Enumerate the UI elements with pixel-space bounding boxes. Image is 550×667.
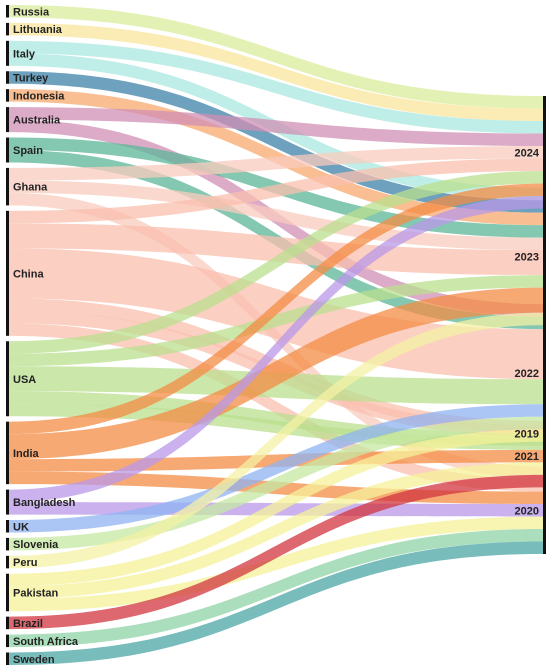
link-brazil-y2021[interactable] [9, 474, 543, 630]
node-ghana[interactable] [6, 167, 9, 206]
node-y2020[interactable] [543, 466, 546, 555]
label-bangladesh: Bangladesh [13, 497, 76, 509]
node-brazil[interactable] [6, 616, 9, 630]
node-lithuania[interactable] [6, 22, 9, 36]
label-italy: Italy [13, 48, 36, 60]
label-y2023: 2023 [515, 251, 539, 263]
label-uk: UK [13, 521, 29, 533]
label-lithuania: Lithuania [13, 24, 63, 36]
node-y2024[interactable] [543, 96, 546, 209]
link-india-y2023[interactable] [9, 287, 543, 460]
node-russia[interactable] [6, 5, 9, 18]
link-usa-y2023[interactable] [9, 275, 543, 367]
node-uk[interactable] [6, 520, 9, 533]
link-bangladesh-y2024[interactable] [9, 196, 543, 503]
label-y2021: 2021 [515, 451, 539, 463]
label-south_africa: South Africa [13, 636, 79, 648]
link-china-y2024[interactable] [9, 158, 543, 224]
node-china[interactable] [6, 210, 9, 336]
label-y2020: 2020 [515, 505, 539, 517]
label-china: China [13, 268, 44, 280]
label-indonesia: Indonesia [13, 90, 65, 102]
label-turkey: Turkey [13, 73, 49, 85]
links-layer [9, 5, 543, 665]
link-sweden-y2020[interactable] [9, 541, 543, 666]
node-slovenia[interactable] [6, 537, 9, 551]
link-ghana-y2024[interactable] [9, 146, 543, 181]
link-slovenia-y2022[interactable] [9, 416, 543, 551]
link-south_africa-y2020[interactable] [9, 529, 543, 648]
link-pakistan-y2022[interactable] [9, 429, 543, 587]
node-india[interactable] [6, 421, 9, 485]
link-china-y2020[interactable] [9, 323, 543, 492]
node-south_africa[interactable] [6, 634, 9, 648]
nodes-layer [6, 5, 546, 665]
label-brazil: Brazil [13, 618, 43, 630]
link-china-y2023[interactable] [9, 223, 543, 276]
label-y2019: 2019 [515, 428, 539, 440]
node-y2023[interactable] [543, 187, 546, 326]
label-india: India [13, 448, 40, 460]
label-australia: Australia [13, 115, 61, 127]
label-peru: Peru [13, 557, 37, 569]
label-ghana: Ghana [13, 182, 48, 194]
label-y2024: 2024 [515, 147, 540, 159]
node-italy[interactable] [6, 40, 9, 66]
label-russia: Russia [13, 6, 50, 18]
node-peru[interactable] [6, 555, 9, 569]
link-uk-y2022[interactable] [9, 404, 543, 533]
link-usa-y2024[interactable] [9, 171, 543, 354]
node-turkey[interactable] [6, 71, 9, 84]
label-slovenia: Slovenia [13, 539, 59, 551]
label-sweden: Sweden [13, 654, 55, 666]
node-australia[interactable] [6, 107, 9, 133]
link-pakistan-y2020[interactable] [9, 516, 543, 612]
label-spain: Spain [13, 145, 43, 157]
link-russia-y2024[interactable] [9, 5, 543, 109]
link-peru-y2023[interactable] [9, 312, 543, 569]
node-y2022[interactable] [543, 304, 546, 442]
node-bangladesh[interactable] [6, 489, 9, 515]
node-y2021[interactable] [543, 424, 546, 488]
label-pakistan: Pakistan [13, 588, 59, 600]
link-italy-y2024[interactable] [9, 40, 543, 134]
link-pakistan-y2021[interactable] [9, 462, 543, 599]
label-usa: USA [13, 374, 36, 386]
node-usa[interactable] [6, 341, 9, 417]
labels-layer: Russia Lithuania Italy Turkey Indonesia Austr… [13, 6, 540, 666]
link-turkey-y2023[interactable] [9, 71, 543, 213]
node-pakistan[interactable] [6, 573, 9, 612]
link-australia-y2024[interactable] [9, 107, 543, 146]
link-lithuania-y2024[interactable] [9, 22, 543, 122]
label-y2022: 2022 [515, 368, 539, 380]
node-spain[interactable] [6, 137, 9, 163]
node-sweden[interactable] [6, 652, 9, 666]
link-india-y2024[interactable] [9, 183, 543, 435]
node-indonesia[interactable] [6, 89, 9, 102]
